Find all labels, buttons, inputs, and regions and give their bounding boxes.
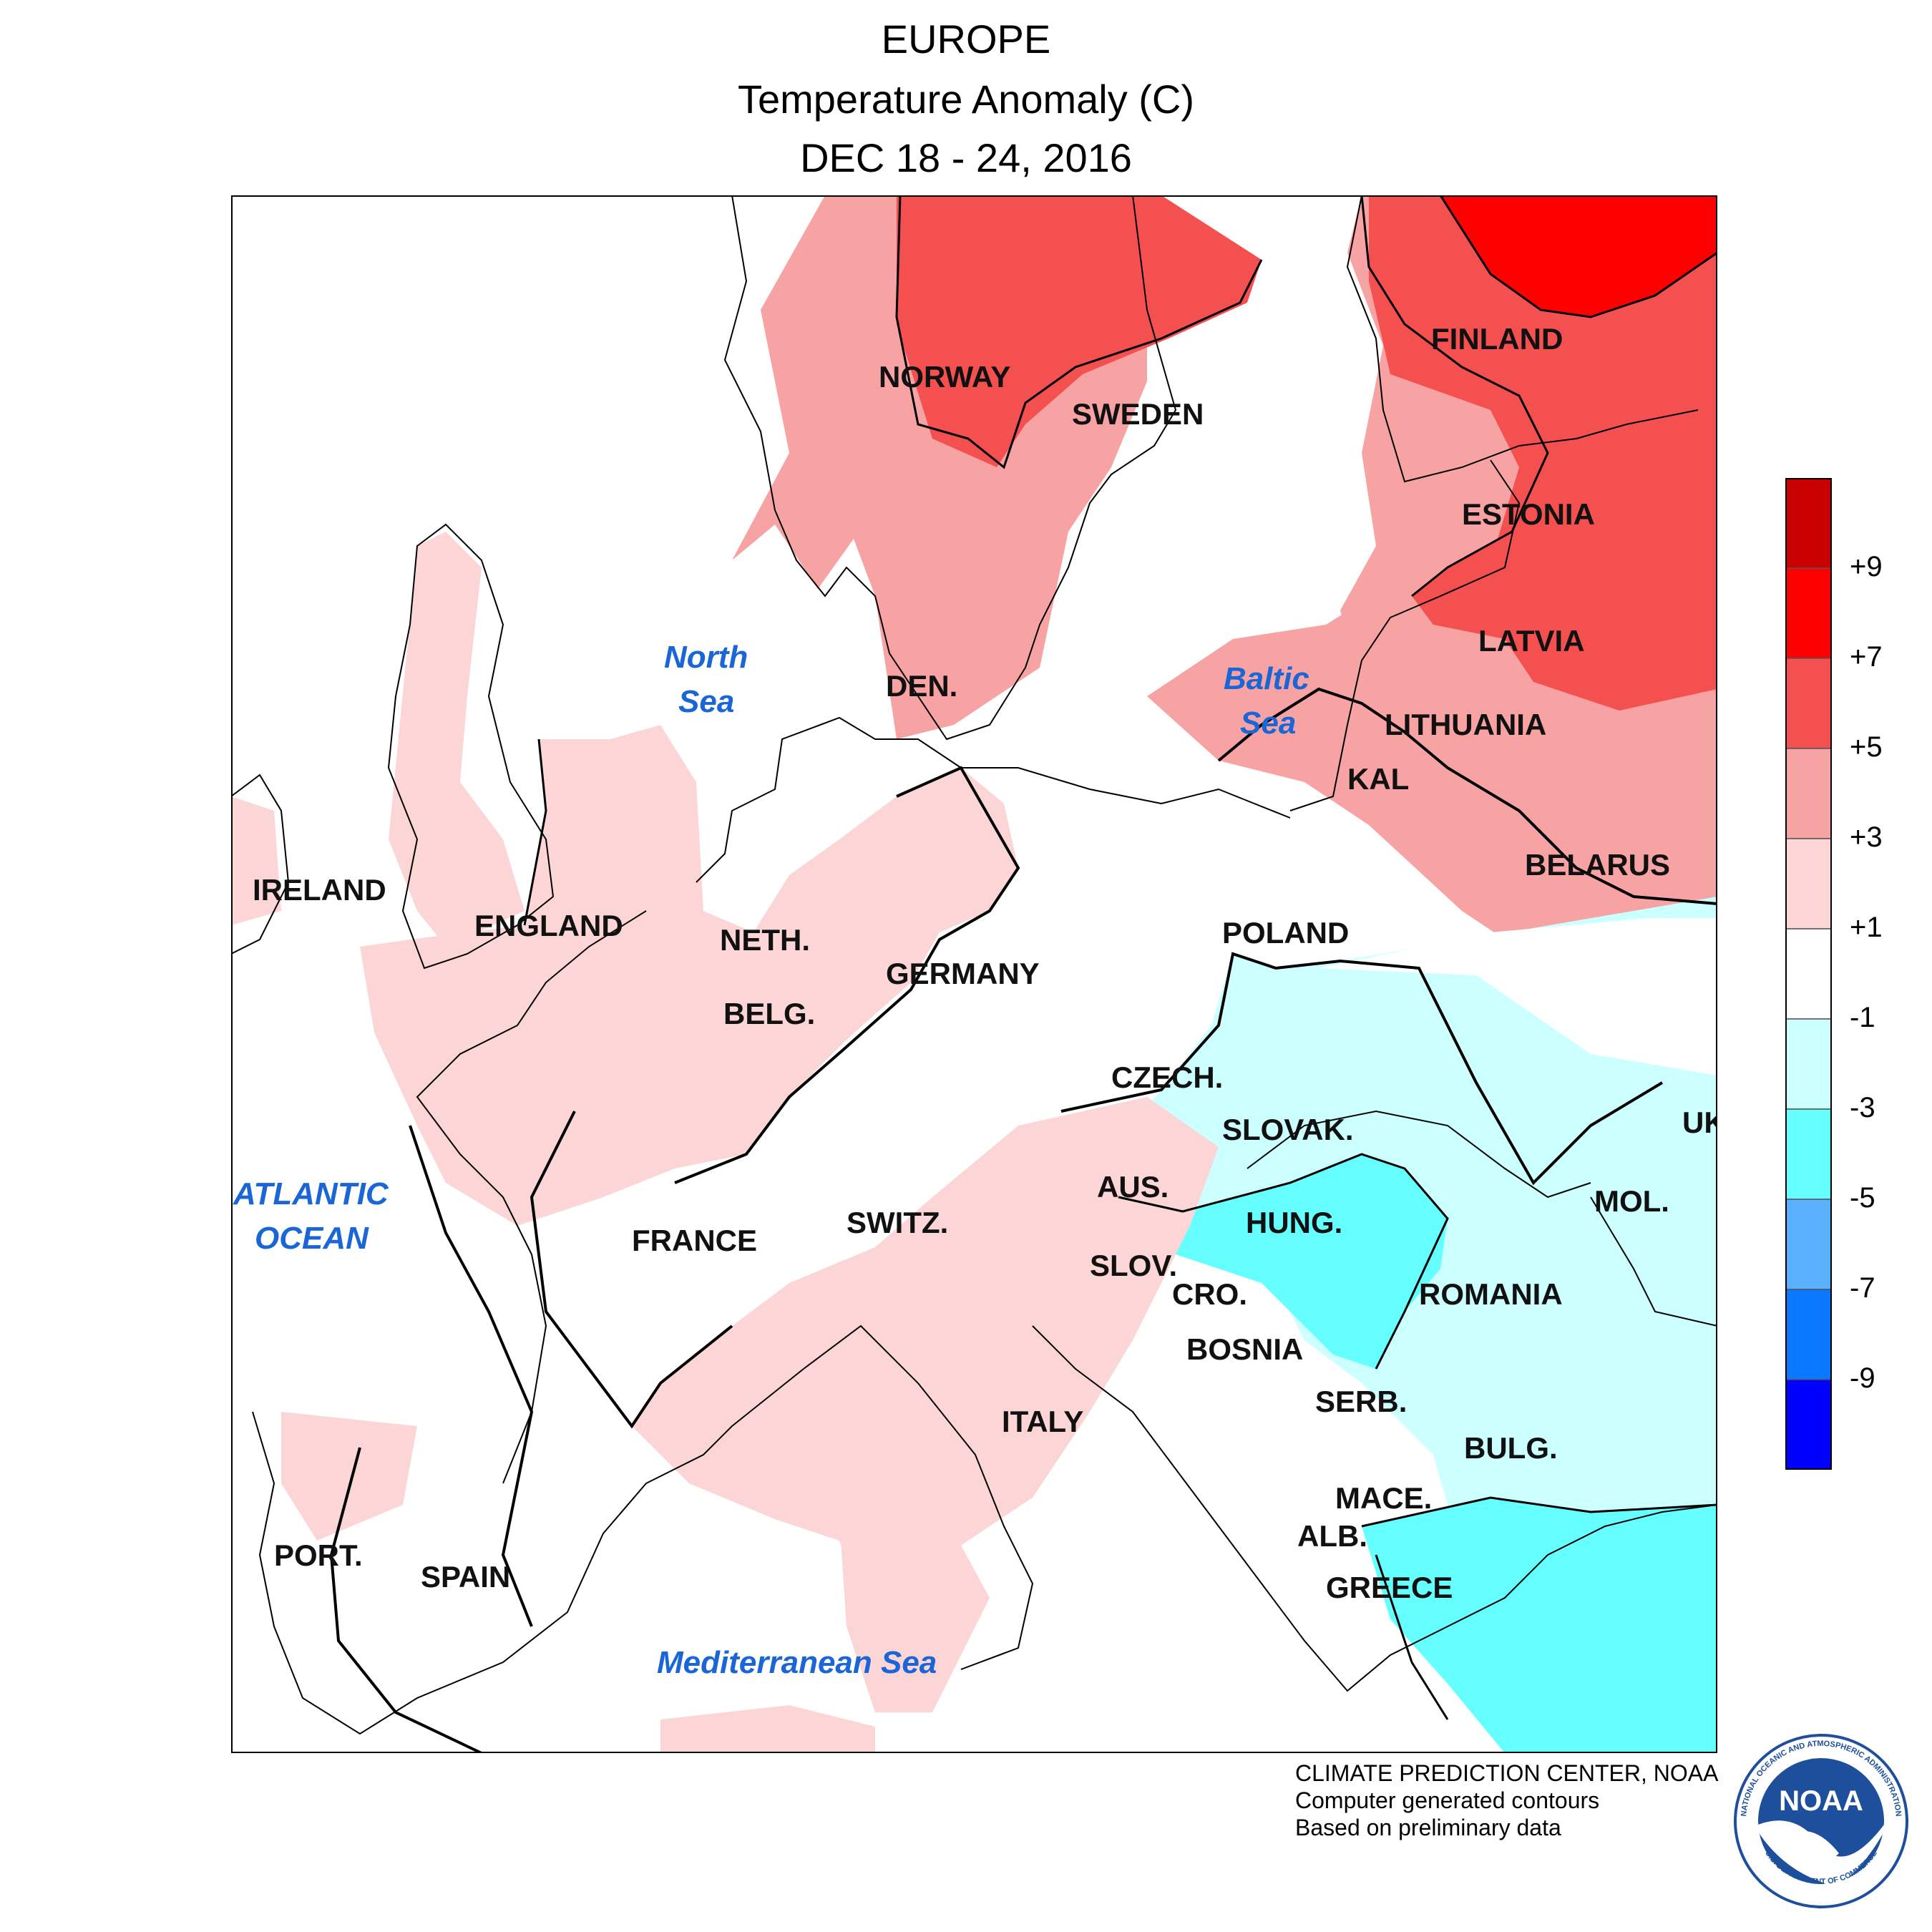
legend-tick-label: +5 <box>1850 731 1883 763</box>
legend-box <box>1785 1289 1832 1380</box>
label-alb: ALB. <box>1297 1519 1367 1553</box>
label-latvia: LATVIA <box>1478 624 1585 658</box>
anomaly-map: NORWAY SWEDEN FINLAND ESTONIA LATVIA LIT… <box>231 195 1717 1753</box>
label-neth: NETH. <box>720 923 810 957</box>
label-czech: CZECH. <box>1111 1060 1223 1094</box>
label-port: PORT. <box>274 1538 363 1572</box>
noaa-logo-text: NOAA <box>1779 1785 1863 1817</box>
legend-tick-label: -9 <box>1850 1362 1875 1394</box>
label-estonia: ESTONIA <box>1462 497 1595 531</box>
label-north-sea-2: Sea <box>678 684 734 719</box>
contour-lines <box>329 195 1717 1753</box>
legend-box <box>1785 478 1832 569</box>
label-belg: BELG. <box>723 997 815 1030</box>
label-switz: SWITZ. <box>847 1206 948 1239</box>
label-serb: SERB. <box>1315 1385 1407 1418</box>
credit-line-1: CLIMATE PREDICTION CENTER, NOAA <box>1295 1760 1719 1786</box>
label-mediterranean: Mediterranean Sea <box>657 1645 937 1680</box>
label-slov: SLOV. <box>1090 1249 1177 1282</box>
label-kal: KAL <box>1347 762 1409 796</box>
label-norway: NORWAY <box>879 360 1010 394</box>
label-romania: ROMANIA <box>1419 1277 1563 1311</box>
label-sweden: SWEDEN <box>1072 397 1204 431</box>
legend-box <box>1785 1018 1832 1110</box>
legend-tick-label: -1 <box>1850 1002 1875 1033</box>
legend-box <box>1785 658 1832 749</box>
label-uk: UK <box>1682 1106 1717 1139</box>
label-atlantic-1: ATLANTIC <box>233 1176 389 1211</box>
legend-tick-label: +7 <box>1850 641 1883 673</box>
legend-tick-label: +9 <box>1850 551 1883 582</box>
legend-box <box>1785 567 1832 659</box>
legend-box <box>1785 928 1832 1020</box>
label-slovak: SLOVAK. <box>1222 1113 1354 1146</box>
label-poland: POLAND <box>1222 916 1349 950</box>
label-baltic-1: Baltic <box>1224 661 1309 696</box>
legend-tick-label: +3 <box>1850 821 1883 853</box>
map-variable: Temperature Anomaly (C) <box>737 77 1194 122</box>
legend-box <box>1785 838 1832 930</box>
label-france: FRANCE <box>632 1224 757 1257</box>
label-north-sea-1: North <box>664 640 748 675</box>
label-hung: HUNG. <box>1246 1206 1342 1239</box>
label-den: DEN. <box>886 669 957 703</box>
map-period: DEC 18 - 24, 2016 <box>800 135 1132 180</box>
legend-box <box>1785 748 1832 839</box>
legend-box <box>1785 1108 1832 1200</box>
label-cro: CRO. <box>1172 1277 1247 1311</box>
legend-tick-label: -3 <box>1850 1092 1875 1123</box>
anomaly-shading <box>231 195 1717 1753</box>
credit-line-2: Computer generated contours <box>1295 1787 1600 1813</box>
label-spain: SPAIN <box>421 1560 510 1594</box>
label-greece: GREECE <box>1326 1571 1453 1604</box>
noaa-logo: NOAA NATIONAL OCEANIC AND ATMOSPHERIC AD… <box>1734 1734 1908 1908</box>
label-bosnia: BOSNIA <box>1186 1332 1303 1366</box>
label-bulg: BULG. <box>1464 1431 1558 1465</box>
label-ireland: IRELAND <box>253 873 386 907</box>
coastlines <box>231 195 1717 1735</box>
label-lithuania: LITHUANIA <box>1385 708 1546 741</box>
legend-box <box>1785 1199 1832 1290</box>
label-finland: FINLAND <box>1431 322 1563 356</box>
label-italy: ITALY <box>1002 1405 1083 1438</box>
label-belarus: BELARUS <box>1525 848 1670 882</box>
label-aus: AUS. <box>1097 1170 1169 1204</box>
label-england: ENGLAND <box>474 909 623 942</box>
legend-tick-label: -7 <box>1850 1272 1875 1304</box>
label-atlantic-2: OCEAN <box>255 1221 369 1256</box>
label-germany: GERMANY <box>886 957 1040 990</box>
legend-box <box>1785 1379 1832 1470</box>
legend-tick-label: -5 <box>1850 1182 1875 1214</box>
map-title: EUROPE <box>881 16 1051 62</box>
label-mol: MOL. <box>1594 1184 1669 1218</box>
label-baltic-2: Sea <box>1240 706 1296 741</box>
legend-boxes <box>1785 478 1832 1470</box>
legend-tick-label: +1 <box>1850 912 1883 943</box>
credit-line-3: Based on preliminary data <box>1295 1815 1561 1840</box>
color-legend <box>1785 478 1832 1470</box>
label-mace: MACE. <box>1335 1481 1432 1515</box>
